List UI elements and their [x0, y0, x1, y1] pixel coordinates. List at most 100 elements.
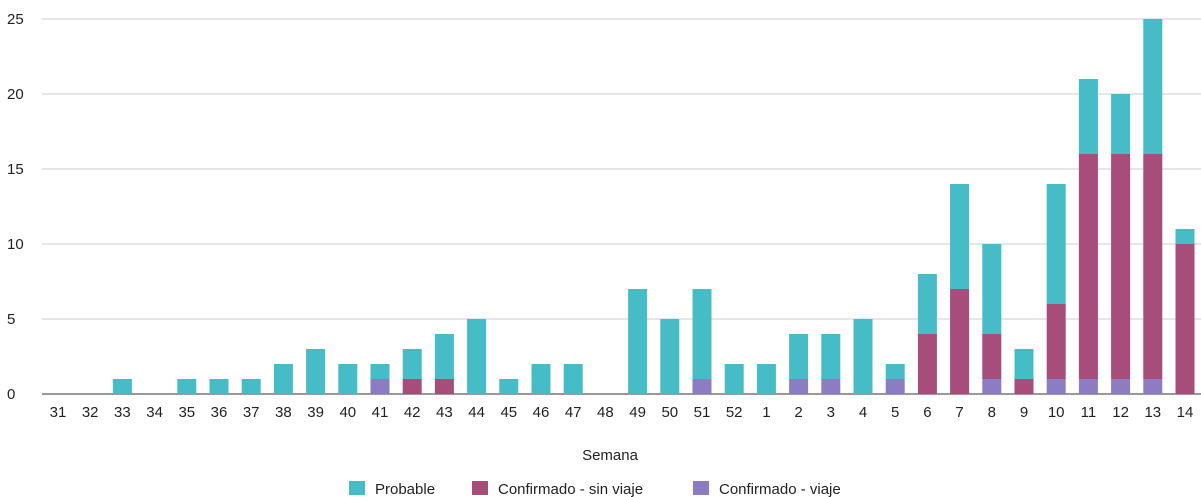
x-tick-label: 32 [82, 404, 99, 421]
x-tick-label: 34 [146, 404, 163, 421]
x-tick-label: 3 [827, 404, 835, 421]
x-tick-label: 46 [533, 404, 550, 421]
bar-segment [692, 289, 712, 379]
legend-swatch [472, 481, 488, 495]
bar-segment [1046, 379, 1066, 394]
x-tick-label: 38 [275, 404, 292, 421]
bar-segment [982, 244, 1002, 334]
bar-segment [306, 349, 326, 394]
x-tick-label: 14 [1177, 404, 1194, 421]
bar-segment [756, 364, 776, 394]
bar-segment [1143, 379, 1163, 394]
x-tick-label: 43 [436, 404, 453, 421]
bar-segment [1078, 379, 1098, 394]
x-tick-label: 33 [114, 404, 131, 421]
legend-swatch [693, 481, 709, 495]
x-tick-label: 12 [1112, 404, 1129, 421]
x-tick-label: 11 [1081, 404, 1097, 421]
bar-segment [112, 379, 132, 394]
x-axis-title: Semana [582, 447, 639, 464]
bar-segment [917, 334, 937, 394]
bar-segment [273, 364, 293, 394]
x-tick-label: 8 [988, 404, 996, 421]
x-tick-label: 44 [468, 404, 485, 421]
bars [112, 19, 1195, 394]
bar-segment [1078, 154, 1098, 379]
bar-segment [1111, 94, 1131, 154]
bar-segment [692, 379, 712, 394]
legend-label: Confirmado - sin viaje [498, 481, 643, 497]
x-tick-label: 7 [955, 404, 963, 421]
x-tick-label: 39 [307, 404, 324, 421]
legend-label: Probable [375, 481, 435, 497]
bar-segment [950, 184, 970, 289]
x-tick-label: 50 [661, 404, 678, 421]
bar-segment [1175, 244, 1195, 394]
bar-segment [1175, 229, 1195, 244]
bar-segment [821, 334, 841, 379]
x-tick-label: 10 [1048, 404, 1065, 421]
bar-segment [950, 289, 970, 394]
bar-segment [885, 364, 905, 379]
bar-segment [1078, 79, 1098, 154]
x-tick-label: 6 [923, 404, 931, 421]
legend-swatch [349, 481, 365, 495]
bar-segment [789, 379, 809, 394]
x-tick-label: 47 [565, 404, 582, 421]
bar-segment [338, 364, 358, 394]
bar-segment [982, 334, 1002, 379]
x-tick-label: 36 [211, 404, 228, 421]
y-tick-label: 25 [7, 11, 24, 28]
legend: Probable Confirmado - sin viaje Confirmado… [349, 481, 841, 497]
bar-segment [209, 379, 229, 394]
y-tick-label: 20 [7, 86, 24, 103]
bar-segment [563, 364, 583, 394]
bar-segment [499, 379, 519, 394]
bar-segment [660, 319, 680, 394]
x-tick-label: 5 [891, 404, 899, 421]
bar-segment [434, 379, 454, 394]
bar-segment [917, 274, 937, 334]
bar-segment [1014, 379, 1034, 394]
bar-segment [724, 364, 744, 394]
bar-segment [241, 379, 261, 394]
x-tick-label: 1 [762, 404, 770, 421]
x-tick-label: 45 [500, 404, 517, 421]
bar-segment [370, 379, 390, 394]
bar-segment [402, 379, 422, 394]
bar-segment [467, 319, 487, 394]
x-tick-label: 31 [50, 404, 67, 421]
gridlines [42, 18, 1201, 395]
x-axis-ticks: 31 32 33 34 35 36 37 38 39 40 41 42 43 44 45 46 47 48 49 50… [50, 404, 1194, 421]
y-tick-label: 5 [7, 311, 15, 328]
bar-segment [628, 289, 648, 394]
bar-segment [1143, 154, 1163, 379]
x-tick-label: 4 [859, 404, 867, 421]
bar-segment [1046, 304, 1066, 379]
x-tick-label: 35 [178, 404, 195, 421]
bar-segment [885, 379, 905, 394]
y-tick-label: 0 [7, 386, 15, 403]
x-tick-label: 40 [339, 404, 356, 421]
bar-segment [1046, 184, 1066, 304]
bar-segment [982, 379, 1002, 394]
x-tick-label: 52 [726, 404, 743, 421]
y-tick-label: 10 [7, 236, 24, 253]
x-tick-label: 41 [372, 404, 389, 421]
x-tick-label: 37 [243, 404, 260, 421]
x-tick-label: 49 [629, 404, 646, 421]
y-axis-ticks: 0 5 10 15 20 25 [7, 11, 24, 403]
x-tick-label: 2 [794, 404, 802, 421]
bar-segment [1111, 154, 1131, 379]
bar-segment [1014, 349, 1034, 379]
bar-segment [177, 379, 197, 394]
bar-segment [821, 379, 841, 394]
y-tick-label: 15 [7, 161, 24, 178]
bar-segment [434, 334, 454, 379]
x-tick-label: 51 [694, 404, 711, 421]
x-tick-label: 9 [1020, 404, 1028, 421]
bar-segment [402, 349, 422, 379]
bar-segment [531, 364, 551, 394]
bar-segment [1143, 19, 1163, 154]
